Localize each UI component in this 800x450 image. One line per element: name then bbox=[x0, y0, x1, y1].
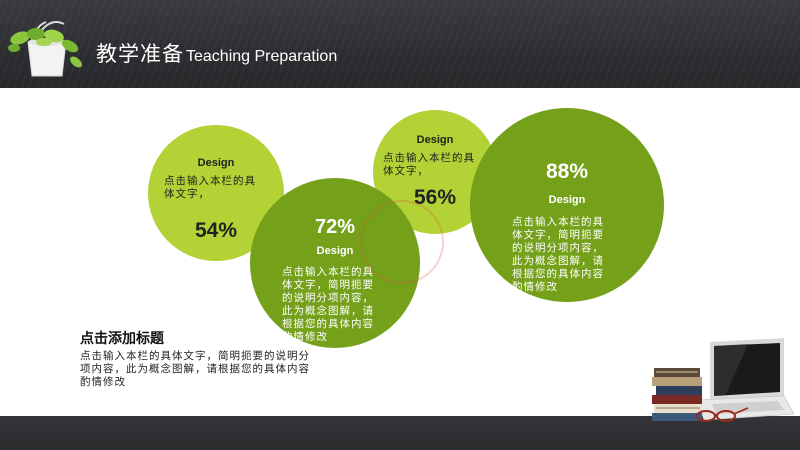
circle-1-body: 点击输入本栏的具 体文字， bbox=[164, 175, 256, 200]
laptop-books-glasses-icon bbox=[652, 338, 794, 422]
page-title: 教学准备 Teaching Preparation bbox=[96, 38, 337, 70]
stat-circle-4: 88% Design 点击输入本栏的具 体文字，简明扼要 的说明分项内容， 此为… bbox=[470, 108, 664, 302]
page-title-cn: 教学准备 bbox=[96, 42, 184, 66]
circle-2-heading: Design bbox=[316, 245, 354, 257]
circle-4-heading: Design bbox=[548, 194, 586, 206]
page-title-en: Teaching Preparation bbox=[186, 48, 338, 65]
stat-circle-2: 72% Design 点击输入本栏的具 体文字，简明扼要 的说明分项内容， 此为… bbox=[250, 178, 420, 348]
footer-bar bbox=[0, 416, 800, 450]
circle-3-percent: 56% bbox=[413, 186, 457, 209]
section-body: 点击输入本栏的具体文字，简明扼要的说明分 项内容，此为概念图解，请根据您的具体内… bbox=[80, 350, 310, 388]
circle-3-heading: Design bbox=[416, 134, 454, 146]
circle-4-percent: 88% bbox=[545, 160, 589, 183]
circle-1-heading: Design bbox=[197, 157, 235, 169]
watermark-seal bbox=[360, 200, 444, 284]
circle-1-percent: 54% bbox=[194, 219, 238, 242]
stat-circle-1: Design 点击输入本栏的具 体文字， 54% bbox=[148, 125, 284, 261]
circle-2-body: 点击输入本栏的具 体文字，简明扼要 的说明分项内容， 此为概念图解，请 根据您的… bbox=[282, 266, 374, 343]
plant-pot-icon bbox=[8, 21, 82, 77]
header-bar bbox=[0, 0, 800, 88]
circle-2-percent: 72% bbox=[314, 216, 356, 238]
section-title: 点击添加标题 bbox=[80, 331, 164, 347]
circle-3-body: 点击输入本栏的具 体文字， bbox=[383, 152, 475, 177]
circle-4-body: 点击输入本栏的具 体文字，简明扼要 的说明分项内容， 此为概念图解，请 根据您的… bbox=[512, 216, 604, 293]
